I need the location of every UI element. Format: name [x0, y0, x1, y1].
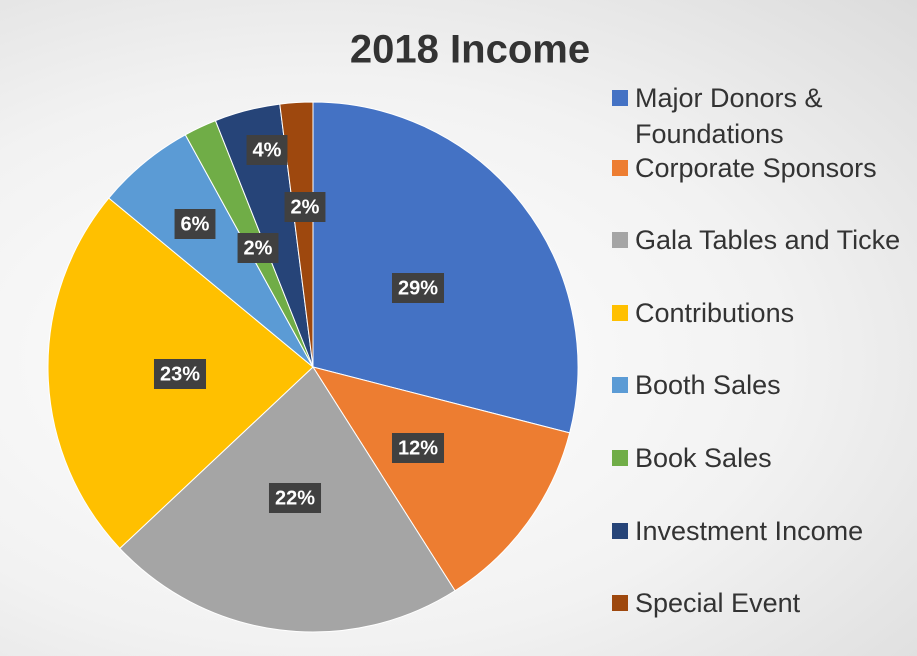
legend-item: Contributions	[612, 295, 902, 331]
data-label: 4%	[246, 135, 288, 165]
legend-swatch	[612, 377, 628, 393]
data-label: 12%	[391, 433, 445, 463]
data-label-box	[174, 209, 216, 239]
legend-label: Contributions	[635, 298, 795, 328]
data-label-text: 2%	[244, 237, 273, 259]
legend-item: Major Donors & Foundations	[612, 80, 902, 152]
legend-label: Special Event	[635, 588, 801, 618]
data-label-text: 12%	[398, 437, 438, 459]
data-label-box	[391, 273, 445, 303]
data-label-box	[284, 192, 326, 222]
data-label-text: 29%	[398, 277, 438, 299]
legend-item: Book Sales	[612, 440, 902, 476]
data-label-box	[268, 483, 322, 513]
data-label-text: 6%	[181, 213, 210, 235]
pie-slice	[312, 101, 579, 434]
legend-swatch	[612, 523, 628, 539]
legend-swatch	[612, 450, 628, 466]
data-label-box	[153, 359, 207, 389]
data-label: 22%	[268, 483, 322, 513]
legend-label: Book Sales	[635, 443, 772, 473]
legend-item: Gala Tables and Ticke	[612, 222, 902, 258]
chart-title: 2018 Income	[350, 28, 590, 72]
legend-swatch	[612, 90, 628, 106]
data-label-box	[391, 433, 445, 463]
data-label-box	[237, 233, 279, 263]
legend-label: Investment Income	[635, 516, 864, 546]
legend-item: Booth Sales	[612, 367, 902, 403]
legend-label: Booth Sales	[635, 370, 781, 400]
data-label-text: 22%	[275, 487, 315, 509]
data-label: 6%	[174, 209, 216, 239]
legend-swatch	[612, 595, 628, 611]
data-label: 23%	[153, 359, 207, 389]
legend-item: Investment Income	[612, 513, 902, 549]
legend-item: Corporate Sponsors	[612, 150, 902, 186]
data-label: 2%	[284, 192, 326, 222]
legend-label: Gala Tables and Ticke	[635, 225, 901, 255]
data-label-text: 4%	[253, 139, 282, 161]
pie-slice	[279, 101, 314, 368]
legend-label: Major Donors & Foundations	[635, 83, 823, 149]
legend-swatch	[612, 232, 628, 248]
legend-item: Special Event	[612, 585, 902, 621]
data-label-text: 2%	[291, 196, 320, 218]
data-label: 2%	[237, 233, 279, 263]
pie-slice	[311, 366, 571, 592]
data-label-text: 23%	[160, 363, 200, 385]
legend-swatch	[612, 160, 628, 176]
data-label-box	[246, 135, 288, 165]
legend-swatch	[612, 305, 628, 321]
data-label: 29%	[391, 273, 445, 303]
legend-label: Corporate Sponsors	[635, 153, 877, 183]
